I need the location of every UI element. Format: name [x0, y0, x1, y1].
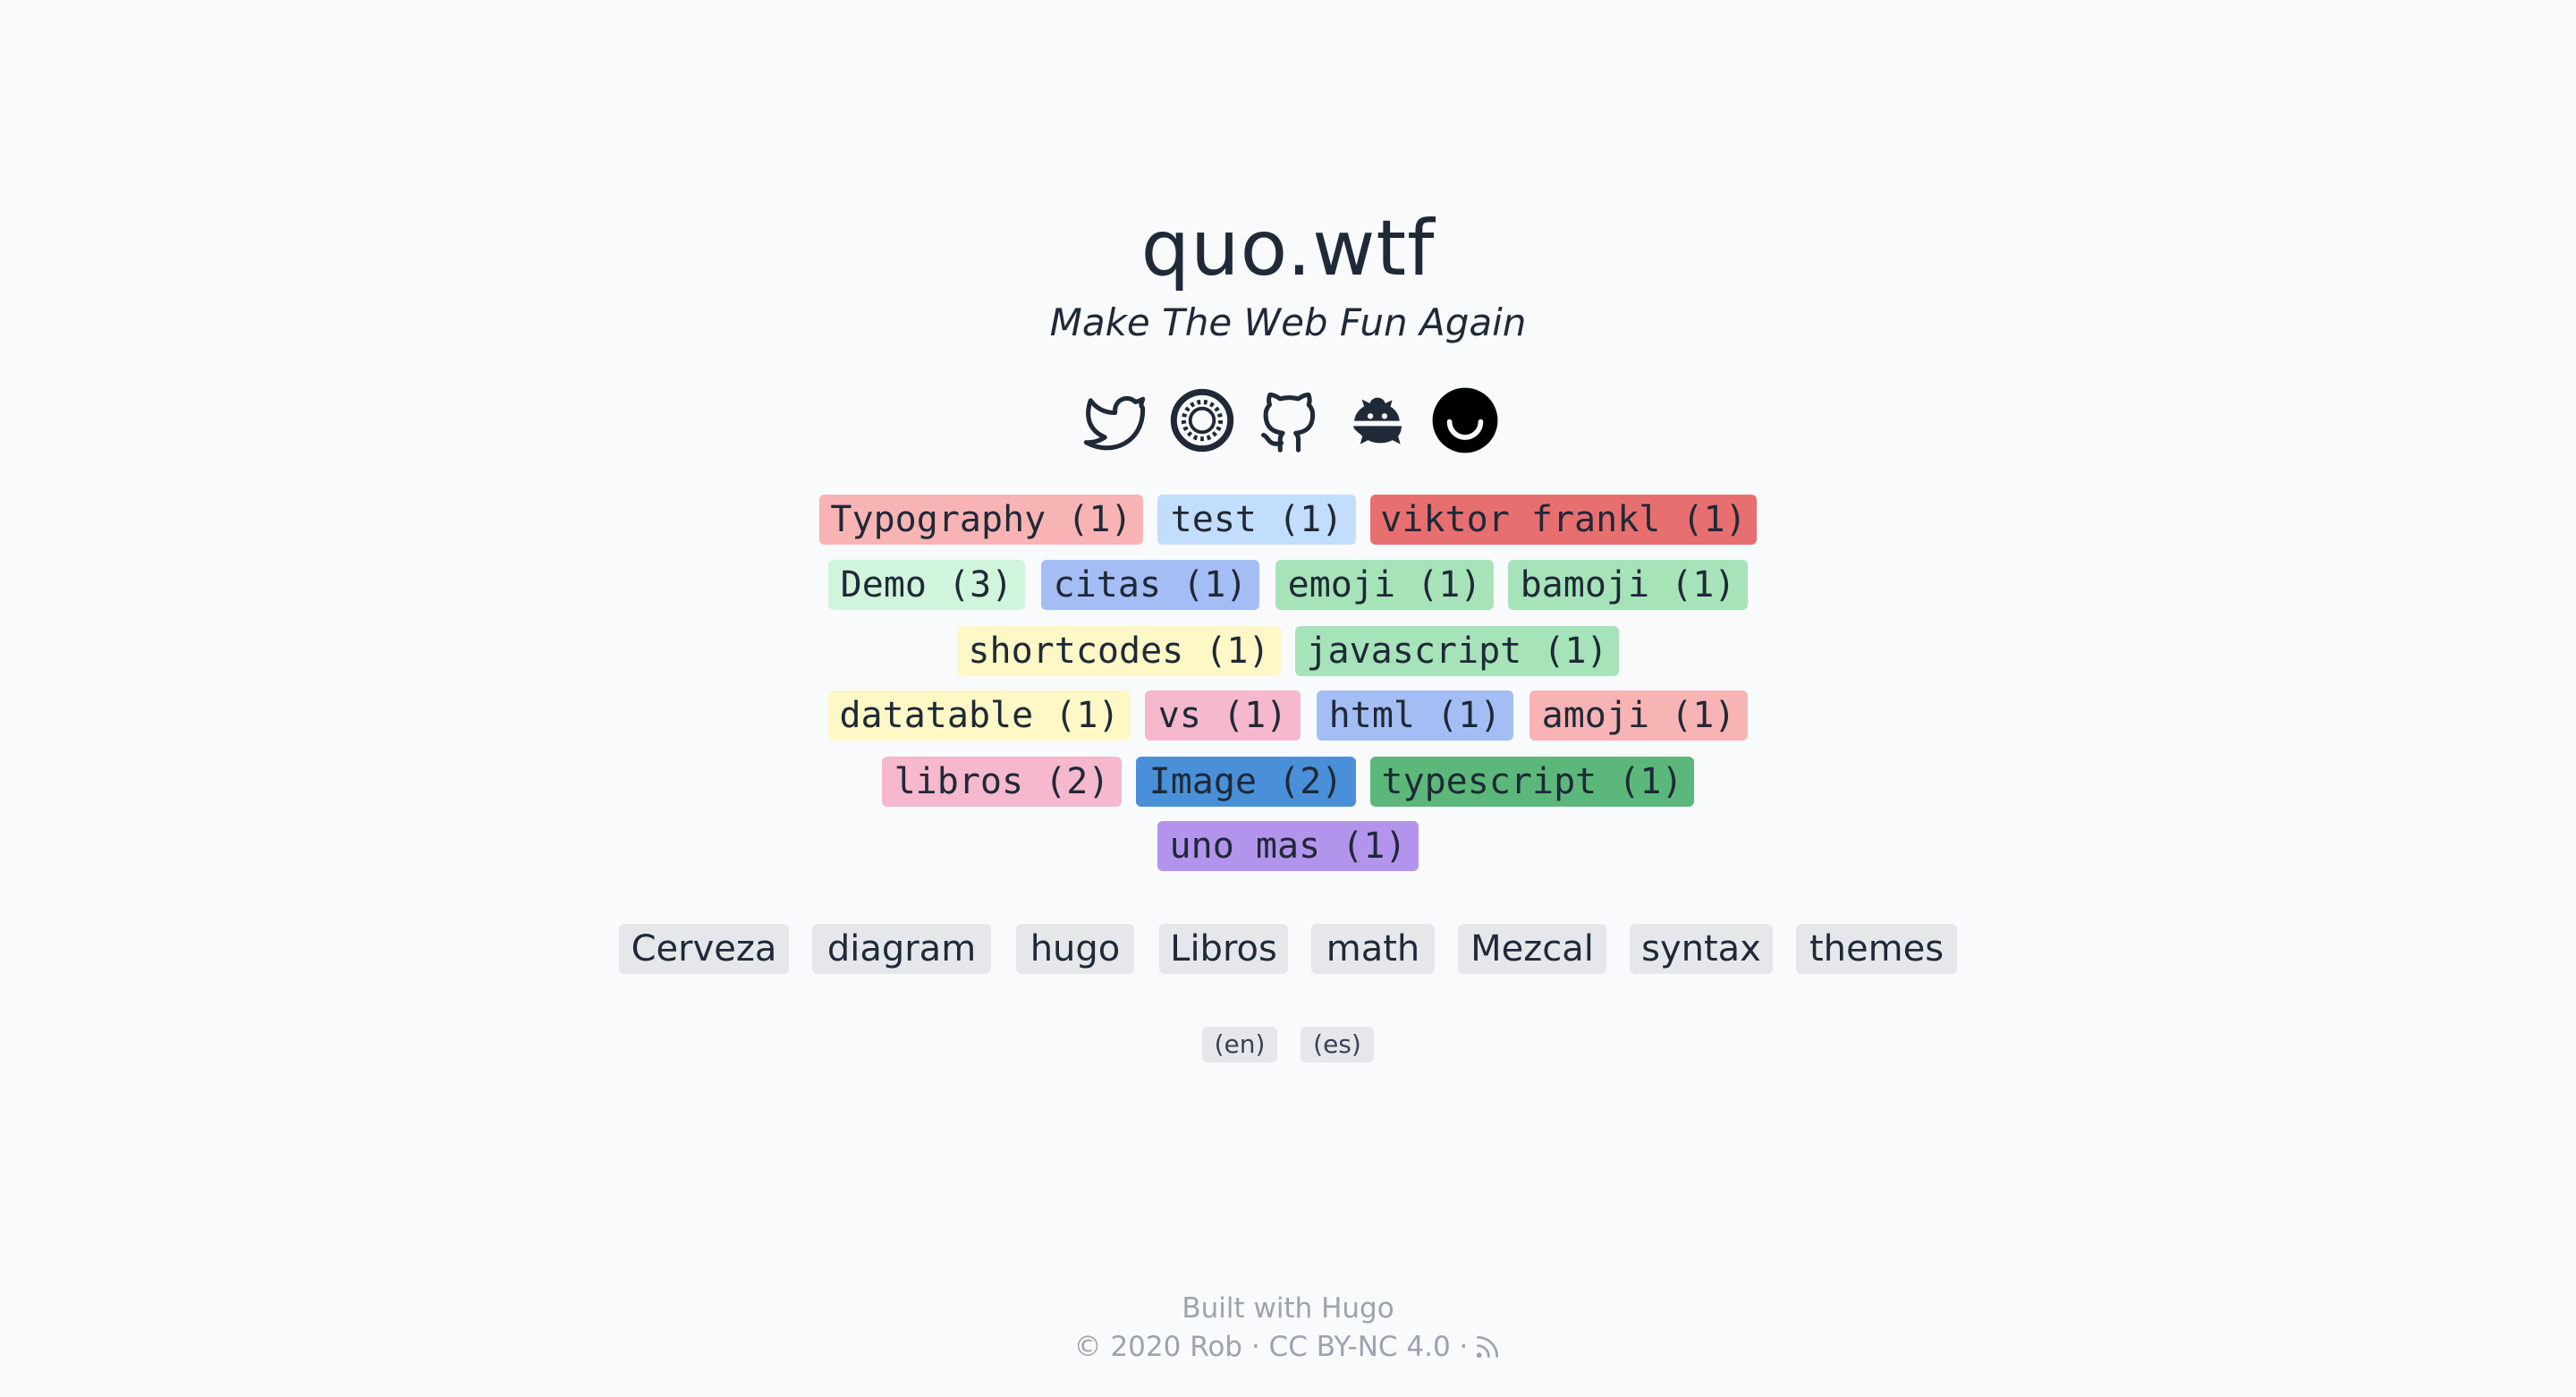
language-en[interactable]: (en): [1202, 1027, 1277, 1063]
category-mezcal[interactable]: Mezcal: [1458, 924, 1606, 974]
tag-typescript[interactable]: typescript (1): [1370, 757, 1694, 807]
category-hugo[interactable]: hugo: [1016, 924, 1134, 974]
social-links: [1073, 386, 1503, 454]
tag-viktor-frankl[interactable]: viktor frankl (1): [1370, 495, 1757, 545]
tag-vs[interactable]: vs (1): [1145, 690, 1301, 741]
tag-amoji[interactable]: amoji (1): [1530, 690, 1748, 741]
site-title[interactable]: quo.wtf: [1140, 204, 1436, 293]
tag-html[interactable]: html (1): [1317, 690, 1513, 741]
footer-license: © 2020 Rob · CC BY-NC 4.0 ·: [1073, 1331, 1469, 1363]
category-libros[interactable]: Libros: [1159, 924, 1288, 974]
tag-shortcodes[interactable]: shortcodes (1): [957, 626, 1281, 676]
category-cerveza[interactable]: Cerveza: [619, 924, 789, 974]
category-syntax[interactable]: syntax: [1630, 924, 1773, 974]
site-subtitle: Make The Web Fun Again: [1049, 301, 1527, 344]
tag-citas[interactable]: citas (1): [1041, 560, 1259, 610]
rss-icon[interactable]: [1473, 1333, 1502, 1361]
tag-javascript[interactable]: javascript (1): [1295, 626, 1619, 676]
tag-datatable[interactable]: datatable (1): [828, 690, 1131, 741]
footer-copyright: © 2020 Rob · CC BY-NC 4.0 ·: [0, 1331, 2576, 1363]
tag-test[interactable]: test (1): [1157, 495, 1356, 545]
category-math[interactable]: math: [1311, 924, 1435, 974]
tag-emoji[interactable]: emoji (1): [1275, 560, 1494, 610]
tag-demo[interactable]: Demo (3): [828, 560, 1025, 610]
twitter-icon[interactable]: [1080, 386, 1148, 454]
tag-image[interactable]: Image (2): [1136, 757, 1356, 807]
footer-built-with: Built with Hugo: [1182, 1292, 1394, 1325]
category-themes[interactable]: themes: [1796, 924, 1957, 974]
ello-icon[interactable]: [1431, 386, 1499, 454]
tag-bamoji[interactable]: bamoji (1): [1508, 560, 1748, 610]
github-icon[interactable]: [1256, 386, 1324, 454]
tag-libros[interactable]: libros (2): [882, 757, 1122, 807]
opencollective-icon[interactable]: [1168, 386, 1236, 454]
language-es[interactable]: (es): [1301, 1027, 1374, 1063]
category-diagram[interactable]: diagram: [812, 924, 991, 974]
hugo-icon[interactable]: [1343, 386, 1411, 454]
tag-typography[interactable]: Typography (1): [819, 495, 1143, 545]
tag-uno-mas[interactable]: uno mas (1): [1157, 821, 1419, 871]
